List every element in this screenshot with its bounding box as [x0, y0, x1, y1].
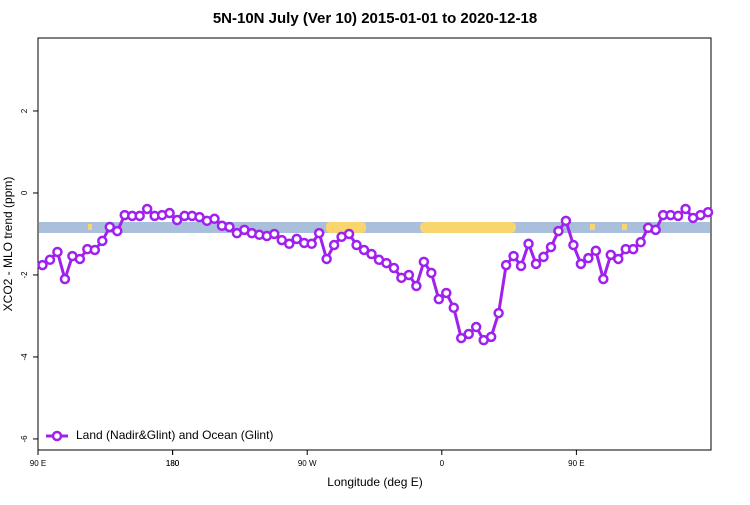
data-point: [321, 253, 332, 265]
data-point: [343, 228, 355, 240]
x-tick-label: 180: [166, 459, 180, 468]
data-point: [493, 307, 504, 319]
y-tick-label: -2: [20, 271, 29, 279]
data-point: [351, 239, 362, 251]
data-point: [523, 238, 534, 250]
data-point: [358, 244, 370, 256]
data-point: [530, 258, 542, 270]
data-point: [433, 293, 445, 305]
data-point: [164, 207, 175, 219]
y-tick-label: 2: [20, 108, 29, 113]
data-point: [583, 252, 594, 264]
data-point: [74, 253, 86, 265]
data-point: [59, 273, 71, 285]
data-point: [545, 241, 557, 253]
plot-frame: [37, 37, 712, 451]
x-tick-label: 180: [166, 459, 180, 468]
data-point: [134, 210, 145, 222]
x-tick-label: 90 E: [568, 459, 584, 468]
data-point: [515, 260, 527, 272]
data-point: [627, 243, 639, 255]
data-point: [598, 273, 609, 285]
legend: Land (Nadir&Glint) and Ocean (Glint): [46, 428, 273, 442]
data-point: [381, 257, 392, 269]
data-point: [538, 251, 549, 263]
data-point: [613, 253, 624, 265]
data-point: [500, 259, 512, 271]
data-point: [672, 210, 684, 222]
data-point: [291, 233, 302, 245]
data-point: [575, 258, 587, 270]
data-point: [44, 254, 56, 266]
x-tick-label: 0: [440, 459, 445, 468]
data-point: [224, 221, 235, 233]
data-point: [635, 236, 646, 248]
x-tick-label: 90 E: [30, 459, 46, 468]
ocean-strip: [39, 222, 710, 233]
data-point: [426, 267, 437, 279]
data-point: [269, 228, 280, 240]
data-point: [568, 239, 579, 251]
data-point: [560, 215, 572, 227]
data-point: [553, 225, 564, 237]
x-axis-label: Longitude (deg E): [327, 475, 422, 489]
data-point: [388, 262, 400, 274]
chart-title: 5N-10N July (Ver 10) 2015-01-01 to 2020-…: [213, 10, 537, 27]
data-point: [284, 238, 295, 250]
data-point: [418, 256, 430, 268]
land-patch: [590, 224, 595, 230]
y-axis-label: XCO2 - MLO trend (ppm): [1, 177, 15, 312]
y-tick-label: -4: [20, 353, 29, 361]
x-tick-label: 90 W: [298, 459, 317, 468]
data-point: [448, 302, 460, 313]
data-point: [680, 203, 691, 215]
data-point: [209, 213, 220, 225]
data-point: [52, 246, 63, 258]
data-point: [470, 321, 482, 333]
data-point: [605, 249, 617, 261]
data-point: [702, 206, 714, 218]
map-strip: [39, 222, 710, 233]
data-point: [403, 269, 415, 281]
data-point: [89, 244, 101, 256]
data-point: [171, 214, 183, 226]
legend-marker: [51, 430, 63, 442]
y-tick-label: 0: [20, 190, 29, 195]
land-patch: [622, 224, 627, 230]
data-point: [650, 224, 661, 236]
data-point: [141, 203, 153, 215]
data-point: [104, 221, 116, 233]
data-point: [411, 280, 422, 292]
data-point: [441, 287, 452, 299]
data-point: [328, 239, 340, 251]
data-point: [112, 225, 123, 237]
data-point: [313, 227, 325, 239]
legend-label: Land (Nadir&Glint) and Ocean (Glint): [76, 428, 273, 442]
data-point: [463, 328, 474, 340]
data-point: [366, 248, 377, 260]
data-point: [37, 259, 48, 271]
land-patch: [88, 224, 92, 230]
data-point: [97, 235, 108, 247]
data-point: [508, 250, 519, 262]
data-point: [455, 332, 467, 344]
data-point: [485, 331, 497, 343]
y-tick-label: -6: [20, 435, 29, 443]
data-point: [306, 238, 317, 250]
data-point: [590, 245, 602, 257]
land-patch: [420, 222, 516, 233]
land-patch: [326, 222, 366, 233]
